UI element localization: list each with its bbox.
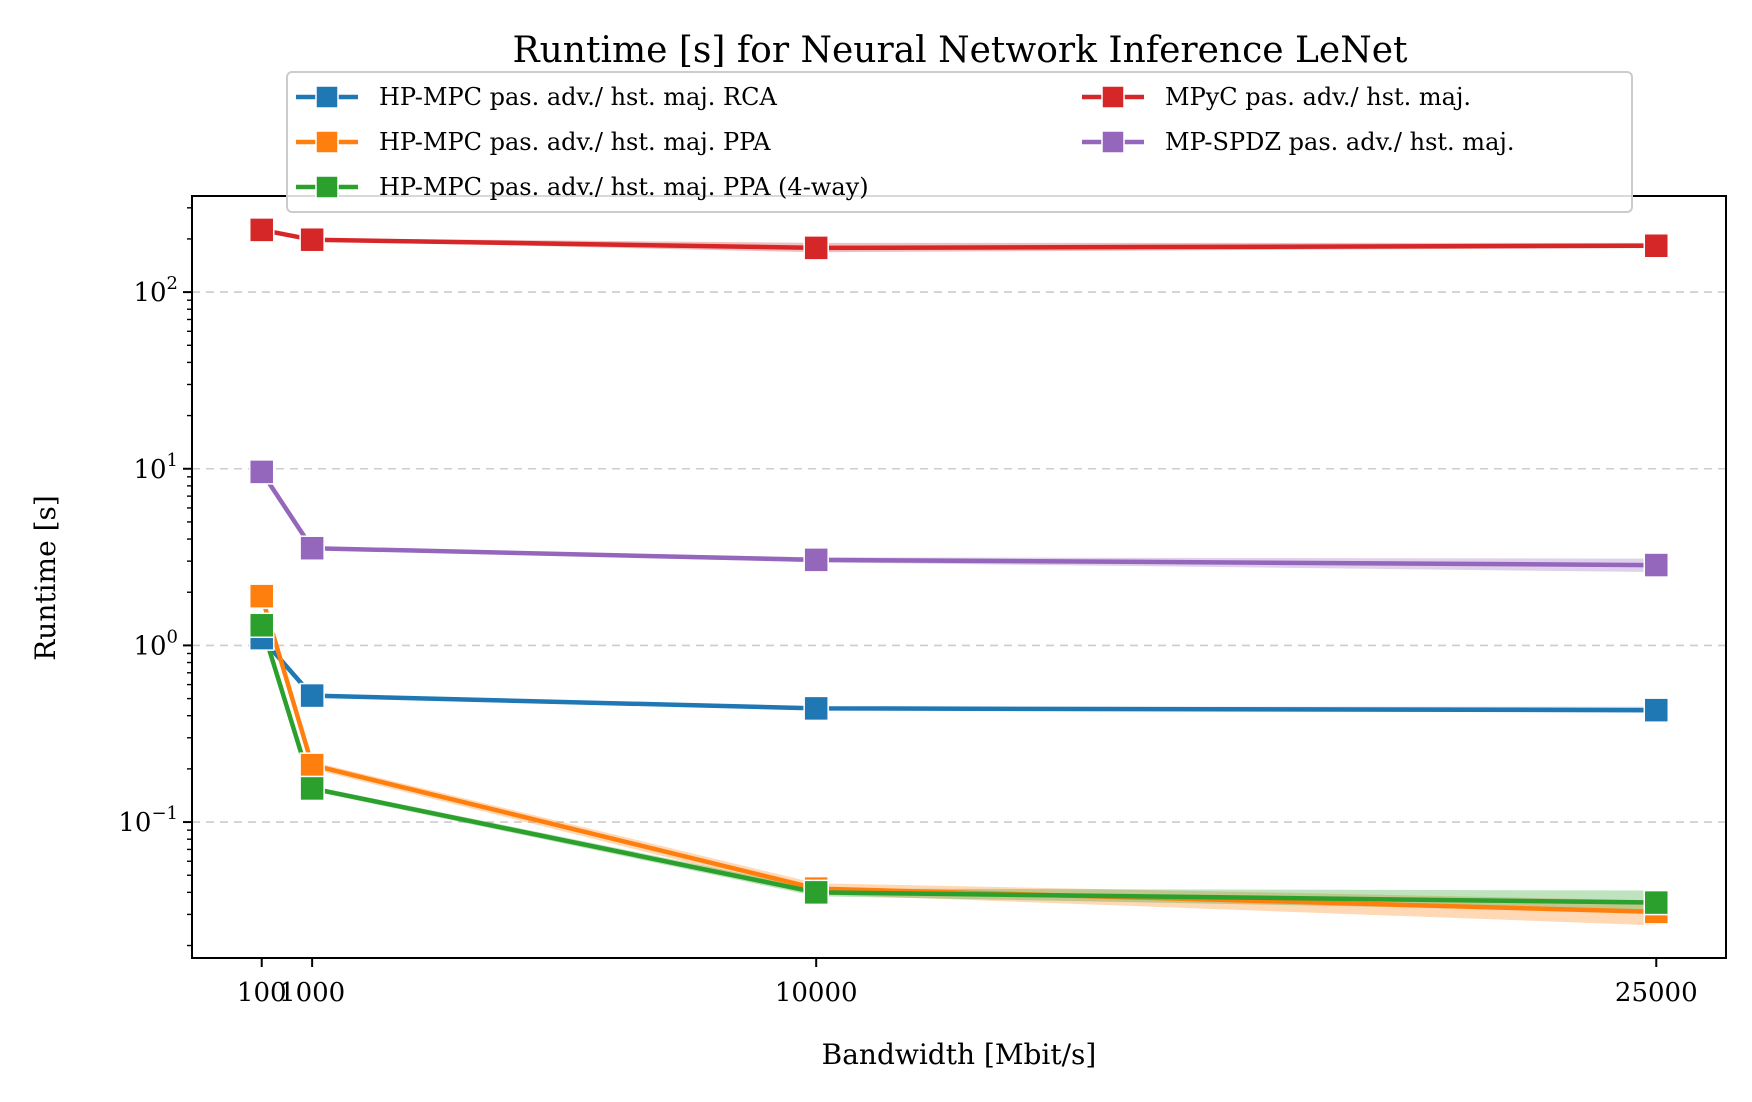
x-axis-label: Bandwidth [Mbit/s] (822, 1038, 1097, 1071)
legend-swatch-marker (315, 175, 339, 199)
x-tick-label: 10000 (775, 978, 858, 1008)
series-line (259, 595, 1657, 915)
y-tick-label: 100 (133, 626, 178, 661)
series-marker (248, 612, 275, 639)
series-marker (248, 583, 275, 609)
series-marker (299, 775, 325, 802)
legend-swatch-marker (1101, 85, 1125, 109)
legend-item: HP-MPC pas. adv./ hst. maj. RCA (296, 83, 777, 111)
legend: HP-MPC pas. adv./ hst. maj. RCA HP-MPC pa… (286, 71, 1633, 213)
lines-layer (259, 227, 1657, 915)
chart-title: Runtime [s] for Neural Network Inference… (513, 30, 1409, 71)
series-marker (248, 217, 275, 243)
plot-frame (191, 195, 1727, 959)
series-marker (803, 879, 829, 906)
series-marker (1643, 552, 1670, 578)
series-marker (299, 226, 325, 253)
grid-layer (192, 291, 1726, 823)
y-axis: 10−1 100 101 102 (118, 207, 192, 947)
series-marker (1643, 232, 1670, 259)
series-marker (1643, 697, 1670, 723)
legend-box (286, 71, 1633, 213)
series-line (259, 470, 1657, 568)
series-marker (299, 752, 325, 778)
markers-layer (248, 217, 1670, 925)
series-marker (803, 235, 829, 261)
y-tick-label: 102 (133, 273, 178, 308)
series-marker (803, 547, 829, 573)
x-tick-label: 100 (237, 978, 287, 1008)
legend-label: HP-MPC pas. adv./ hst. maj. PPA (379, 128, 771, 156)
series-marker (803, 695, 829, 722)
series-line (260, 636, 1657, 713)
legend-item: HP-MPC pas. adv./ hst. maj. PPA (296, 128, 771, 156)
series-marker (248, 459, 275, 485)
legend-label: MPyC pas. adv./ hst. maj. (1165, 83, 1471, 111)
legend-swatch-marker (315, 130, 339, 154)
series-band (261, 596, 1657, 926)
series-marker (1643, 889, 1670, 916)
legend-item: HP-MPC pas. adv./ hst. maj. PPA (4-way) (296, 173, 869, 201)
series-marker (299, 535, 325, 561)
legend-label: MP-SPDZ pas. adv./ hst. maj. (1165, 128, 1514, 156)
series-band (261, 471, 1657, 573)
series-marker (299, 682, 325, 709)
x-tick-label: 25000 (1615, 978, 1698, 1008)
legend-label: HP-MPC pas. adv./ hst. maj. PPA (4-way) (379, 173, 869, 201)
series-line (261, 227, 1657, 251)
y-tick-label: 10−1 (118, 803, 178, 838)
legend-item: MPyC pas. adv./ hst. maj. (1082, 83, 1471, 111)
series-band (261, 625, 1657, 912)
legend-label: HP-MPC pas. adv./ hst. maj. RCA (379, 83, 777, 111)
legend-item: MP-SPDZ pas. adv./ hst. maj. (1082, 128, 1514, 156)
x-tick-label: 1000 (279, 978, 345, 1008)
y-axis-label: Runtime [s] (29, 495, 62, 661)
series-line (259, 624, 1657, 905)
legend-swatch-marker (315, 85, 339, 109)
y-tick-label: 101 (133, 450, 178, 485)
legend-swatch-marker (1101, 130, 1125, 154)
